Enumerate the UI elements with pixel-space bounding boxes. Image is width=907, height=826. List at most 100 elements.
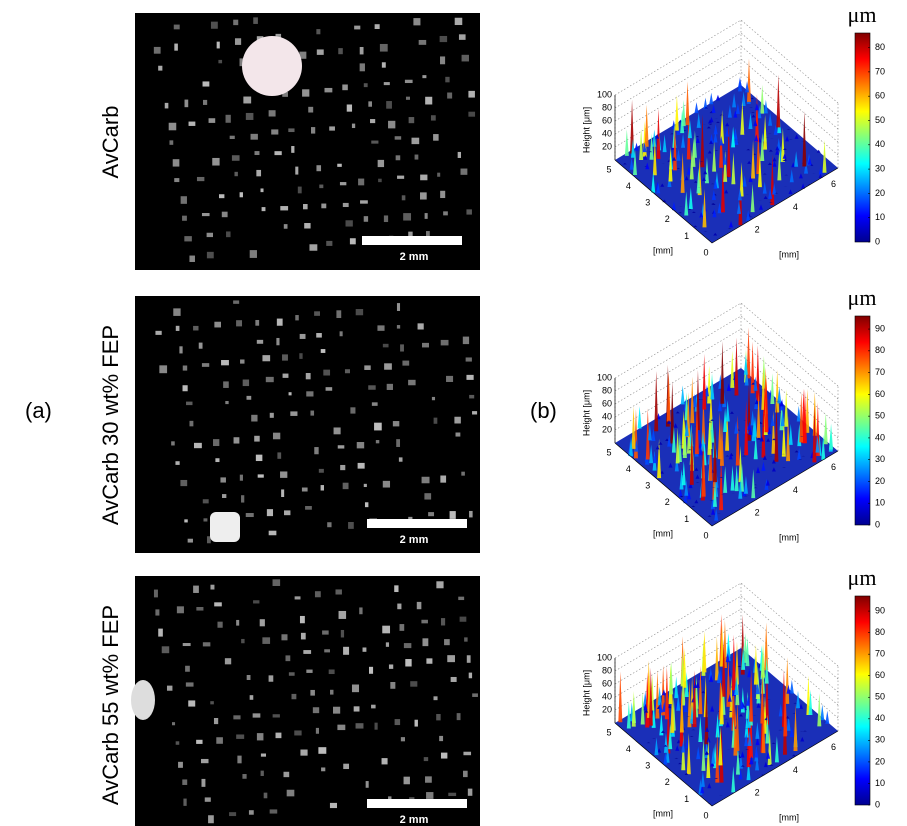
fiber-spot [254, 436, 259, 442]
fiber-spot [193, 326, 198, 331]
fiber-spot [205, 797, 211, 801]
surface-spike [770, 373, 774, 404]
z-tick-label: 40 [602, 691, 612, 701]
fiber-spot [468, 91, 475, 98]
fiber-spot [274, 151, 281, 155]
fiber-spot [369, 667, 373, 674]
fiber-spot [461, 472, 465, 476]
surface-spike [756, 345, 760, 401]
y-tick-label: 5 [606, 447, 611, 457]
z-tick-label: 80 [602, 102, 612, 112]
surface-spike [675, 95, 679, 131]
fiber-spot [241, 639, 244, 643]
fiber-spot [234, 437, 240, 443]
y-tick-label: 2 [665, 214, 670, 224]
fiber-spot [209, 118, 216, 123]
fiber-spot [183, 799, 186, 806]
fiber-spot [341, 630, 344, 637]
fiber-spot [291, 694, 296, 699]
fiber-spot [222, 494, 226, 498]
fiber-spot [233, 715, 240, 719]
fiber-spot [300, 616, 305, 623]
fiber-spot [179, 346, 182, 353]
fiber-spot [386, 642, 389, 646]
fiber-spot [186, 682, 194, 686]
fiber-spot [326, 241, 332, 246]
fiber-spot [251, 415, 257, 422]
fiber-spot [382, 62, 386, 67]
surface-spike [681, 385, 685, 404]
fiber-spot [445, 77, 449, 83]
fiber-spot [382, 758, 388, 764]
fiber-spot [434, 418, 438, 424]
fiber-spot [339, 611, 347, 619]
colorbar-tick-label: 10 [875, 212, 885, 222]
fiber-spot [333, 707, 340, 714]
fiber-spot [436, 581, 443, 588]
fiber-spot [415, 155, 419, 160]
fiber-spot [441, 618, 445, 625]
surface-spike [817, 693, 821, 726]
fiber-spot [347, 104, 352, 111]
fiber-spot [441, 753, 447, 759]
fiber-spot [343, 764, 349, 769]
fiber-spot [340, 331, 343, 336]
fiber-spot [387, 384, 393, 390]
colorbar-tick-label: 40 [875, 139, 885, 149]
fiber-spot [402, 195, 406, 200]
fiber-spot [229, 812, 236, 816]
fiber-spot [201, 759, 209, 763]
fiber-spot [158, 629, 163, 637]
fiber-spot [376, 440, 379, 443]
fiber-spot [397, 325, 400, 329]
fiber-spot [253, 17, 258, 24]
fiber-spot [173, 159, 180, 166]
fiber-spot [171, 441, 175, 445]
fiber-spot [463, 337, 469, 345]
colorbar-tick-label: 40 [875, 432, 885, 442]
fiber-spot [322, 630, 329, 634]
fiber-spot [446, 376, 453, 382]
fiber-spot [241, 495, 244, 502]
fiber-spot [167, 686, 172, 691]
fiber-spot [260, 619, 265, 626]
fiber-spot [365, 502, 368, 507]
fiber-spot [317, 49, 324, 54]
fiber-spot [462, 55, 469, 62]
fiber-spot [249, 810, 254, 815]
fiber-spot [159, 365, 167, 373]
fiber-spot [390, 682, 395, 689]
y-tick-label: 5 [606, 727, 611, 737]
fiber-spot [174, 44, 178, 51]
fiber-spot [222, 212, 228, 218]
fiber-spot [177, 606, 184, 613]
fiber-spot [441, 340, 449, 346]
fiber-spot [410, 681, 417, 687]
fiber-spot [406, 97, 410, 100]
colorbar-tick-label: 90 [875, 323, 885, 333]
fiber-spot [350, 238, 356, 244]
fiber-spot [319, 185, 323, 189]
fiber-spot [202, 363, 209, 367]
surface-spike [715, 636, 719, 680]
fiber-spot [383, 344, 389, 348]
fiber-spot [155, 609, 159, 615]
fiber-spot [240, 475, 243, 481]
fiber-spot [277, 452, 281, 458]
fiber-spot [314, 311, 320, 316]
fiber-spot [337, 725, 345, 730]
fiber-spot [395, 719, 401, 725]
fiber-spot [463, 771, 468, 777]
fiber-spot [330, 803, 337, 808]
fiber-spot [165, 103, 169, 109]
fiber-spot [420, 175, 427, 181]
x-tick-label: 2 [755, 508, 760, 518]
fiber-spot [409, 117, 415, 123]
colorbar-tick-label: 80 [875, 627, 885, 637]
fiber-spot [450, 511, 456, 519]
colorbar-tick-label: 20 [875, 756, 885, 766]
fiber-spot [311, 127, 315, 134]
fiber-spot [203, 81, 210, 86]
fiber-spot [363, 647, 367, 651]
y-tick-label: 2 [665, 497, 670, 507]
